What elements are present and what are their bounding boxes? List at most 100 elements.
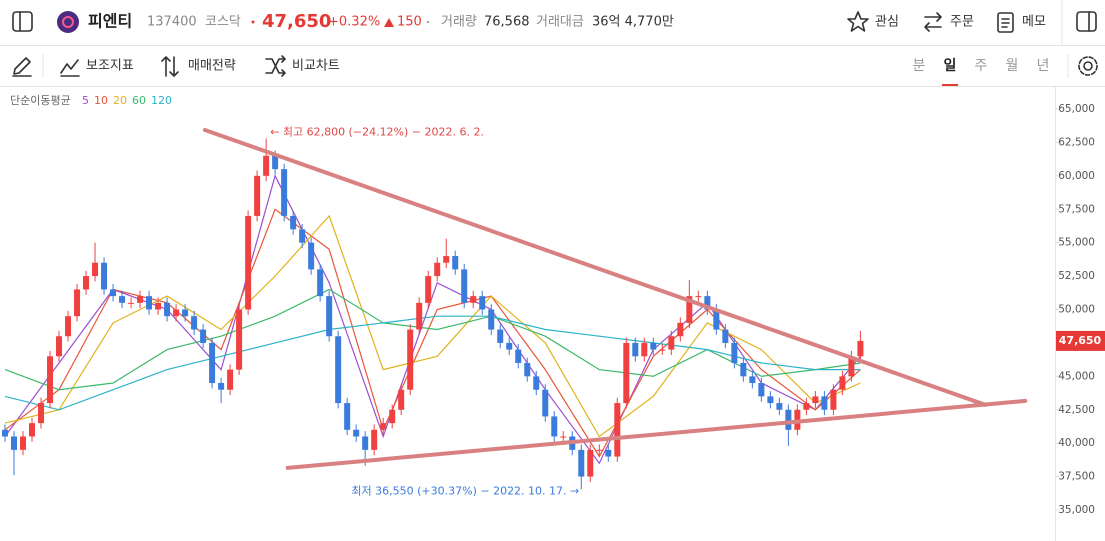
volume-label: 거래량 <box>441 15 477 30</box>
candle-body <box>596 449 603 451</box>
sidebar-toggle[interactable] <box>12 11 33 32</box>
candle-body <box>281 169 288 216</box>
candle-body <box>11 436 18 450</box>
candle-body <box>776 403 783 410</box>
candle-body <box>650 342 657 350</box>
candle-body <box>155 302 162 310</box>
order-icon[interactable] <box>924 12 942 32</box>
period-underline <box>942 84 958 87</box>
candle-body <box>2 429 9 437</box>
up-arrow <box>384 18 394 27</box>
stock-name: 피엔티 <box>88 12 132 31</box>
candle-body <box>434 262 441 277</box>
y-tick-label: 42,500 <box>1058 404 1095 416</box>
tool-label[interactable]: 비교차트 <box>292 59 340 74</box>
legend-entry: 60 <box>132 94 146 107</box>
candle-body <box>263 155 270 176</box>
settings-icon-gear <box>1078 56 1098 76</box>
period-tab[interactable]: 년 <box>1037 58 1050 74</box>
star-icon[interactable] <box>847 11 869 32</box>
candle-body <box>623 342 630 404</box>
y-tick-label: 62,500 <box>1058 136 1095 148</box>
extreme-annotation: ← 최고 62,800 (−24.12%) − 2022. 6. 2. <box>270 125 484 138</box>
strategy-icon[interactable] <box>161 56 179 77</box>
period-tab[interactable]: 분 <box>913 58 926 74</box>
candle-body <box>290 215 297 230</box>
trendline <box>285 398 1028 470</box>
trendline <box>202 127 988 407</box>
candle-body <box>479 296 486 310</box>
candle-body <box>38 403 45 424</box>
extreme-annotation: 최저 36,550 (+30.37%) − 2022. 10. 17. → <box>351 484 579 497</box>
candle-body <box>335 336 342 404</box>
candle-body <box>92 262 99 277</box>
plot-area: 35,00037,50040,00042,50045,00047,50050,0… <box>2 94 1105 516</box>
legend-entry: 20 <box>113 94 127 107</box>
legend-title: 단순이동평균 <box>10 94 71 107</box>
compare-icon[interactable] <box>265 55 286 77</box>
candle-body <box>848 356 855 377</box>
candle-body <box>227 369 234 390</box>
panel-toggle[interactable] <box>1076 11 1097 32</box>
candle-body <box>542 389 549 417</box>
button-label[interactable]: 메모 <box>1022 15 1046 30</box>
price: 47,650 <box>262 11 331 32</box>
y-tick-label: 65,000 <box>1058 103 1095 115</box>
volume: 76,568 <box>484 15 530 30</box>
separator-dot <box>251 20 255 24</box>
candle-body <box>614 403 621 457</box>
candle-body <box>182 309 189 317</box>
legend-entry: 120 <box>151 94 172 107</box>
button-label[interactable]: 관심 <box>875 15 899 30</box>
candle-body <box>533 376 540 390</box>
candle-body <box>551 416 558 437</box>
candle-body <box>191 316 198 330</box>
moving-average-line <box>4 315 861 411</box>
candle-body <box>767 396 774 404</box>
tool-label[interactable]: 매매전략 <box>188 59 236 74</box>
tool-label[interactable]: 보조지표 <box>86 59 134 74</box>
candle-body <box>740 362 747 377</box>
candle-body <box>353 429 360 437</box>
candle-body <box>65 316 72 337</box>
candle-body <box>704 296 711 310</box>
candle-body <box>749 376 756 384</box>
amount: 36억 4,770만 <box>592 15 674 30</box>
candle-body <box>299 229 306 243</box>
candle-body <box>47 356 54 404</box>
moving-average-line <box>4 214 861 438</box>
legend-entry: 5 <box>82 94 89 107</box>
candle-body <box>20 436 27 450</box>
candle-body <box>209 342 216 384</box>
candle-body <box>758 383 765 397</box>
draw-icon[interactable] <box>12 57 32 77</box>
candle-body <box>785 409 792 430</box>
candle-body <box>173 309 180 317</box>
candle-body <box>686 296 693 323</box>
candle-body <box>677 322 684 337</box>
stock-logo-mark <box>62 16 74 28</box>
candle-body <box>839 376 846 390</box>
period-tab[interactable]: 일 <box>944 58 957 74</box>
settings-icon[interactable] <box>1083 61 1093 71</box>
button-label[interactable]: 주문 <box>950 15 974 30</box>
candle-body <box>164 302 171 317</box>
stock-logo <box>57 11 79 33</box>
period-tab[interactable]: 주 <box>975 58 988 74</box>
candle-body <box>119 296 126 303</box>
candle-body <box>362 436 369 450</box>
candle-body <box>812 396 819 404</box>
y-tick-label: 40,000 <box>1058 437 1095 449</box>
candle-body <box>605 449 612 457</box>
period-tab[interactable]: 월 <box>1006 58 1019 74</box>
candle-body <box>524 362 531 377</box>
memo-icon[interactable] <box>997 12 1014 33</box>
indicator-icon[interactable] <box>60 59 80 77</box>
candle-body <box>821 396 828 410</box>
y-tick-label: 60,000 <box>1058 170 1095 182</box>
candle-body <box>83 276 90 290</box>
y-tick-label: 57,500 <box>1058 203 1095 215</box>
